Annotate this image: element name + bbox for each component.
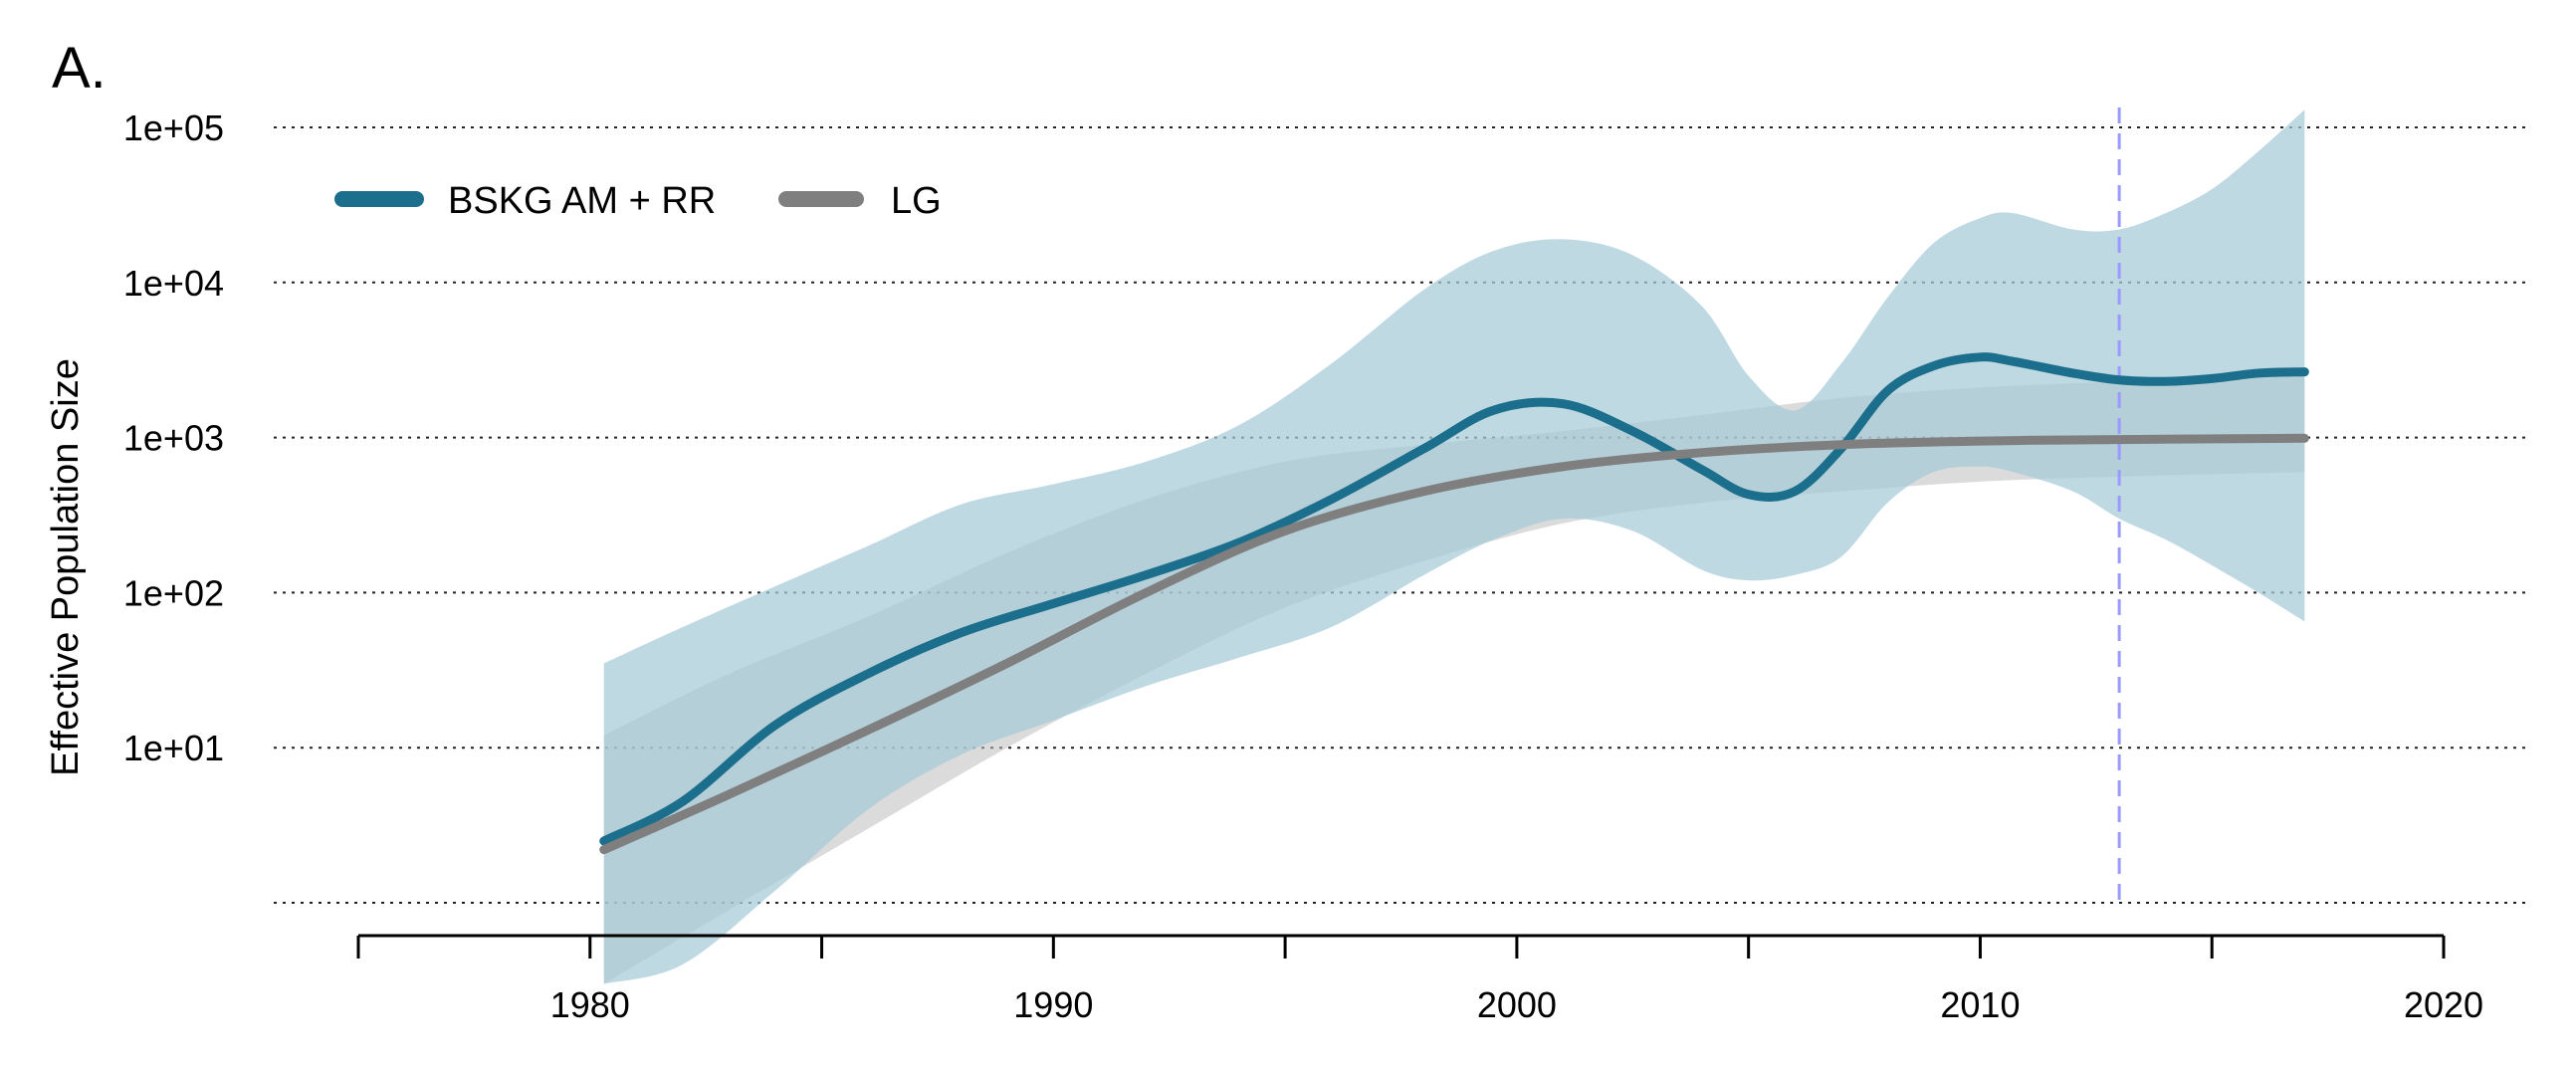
y-tick-label: 1e+03 xyxy=(123,418,224,459)
y-tick-label: 1e+05 xyxy=(123,107,224,148)
x-tick-label: 2020 xyxy=(2404,984,2483,1025)
legend-label-lg: LG xyxy=(891,180,942,222)
series-line-lg xyxy=(599,433,2309,855)
y-tick-label: 1e+01 xyxy=(123,728,224,768)
x-axis: 1980 1990 2000 2010 2020 xyxy=(356,934,2483,1025)
x-tick-label: 2000 xyxy=(1477,984,1557,1025)
y-tick-label: 1e+04 xyxy=(123,263,224,304)
x-tick-label: 2010 xyxy=(1940,984,2020,1025)
confidence-bands xyxy=(603,109,2305,984)
series-line-bskg xyxy=(599,352,2309,846)
y-tick-label: 1e+02 xyxy=(123,572,224,613)
x-tick-label: 1990 xyxy=(1013,984,1093,1025)
legend-label-bskg: BSKG AM + RR xyxy=(448,180,716,222)
legend: BSKG AM + RR LG xyxy=(334,180,942,222)
series-lines xyxy=(599,352,2309,855)
band-bskg xyxy=(603,109,2305,984)
y-axis-title: Effective Population Size xyxy=(45,358,87,776)
x-tick-label: 1980 xyxy=(550,984,630,1025)
y-tick-labels: 1e+01 1e+02 1e+03 1e+04 1e+05 xyxy=(123,107,224,768)
panel-label: A. xyxy=(52,36,107,101)
